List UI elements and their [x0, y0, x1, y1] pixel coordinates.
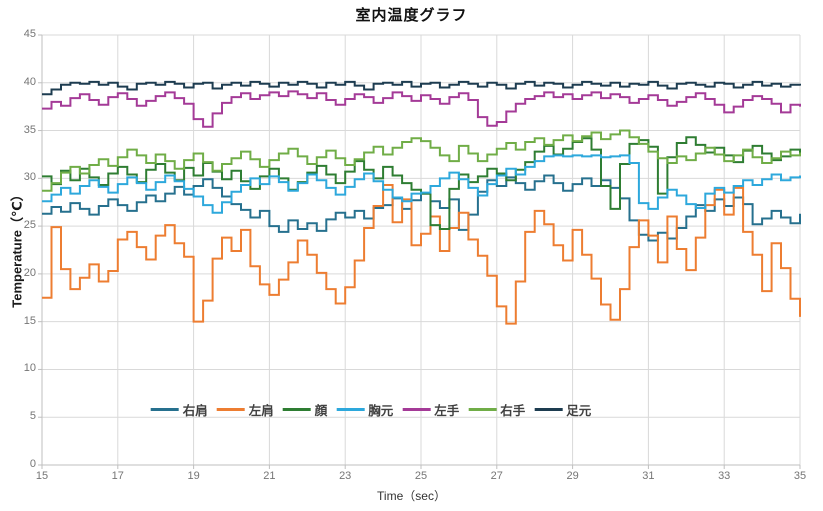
y-tick-label: 5	[29, 410, 36, 423]
y-tick-label: 45	[23, 28, 36, 40]
series-line-5	[42, 129, 801, 192]
y-tick-label: 30	[23, 171, 36, 184]
legend-swatch-icon	[336, 408, 365, 411]
x-tick-label: 21	[263, 470, 276, 482]
series-line-4	[42, 90, 801, 128]
legend-swatch-icon	[534, 408, 563, 411]
legend-item-2: 顔	[282, 400, 328, 419]
legend-label: 足元	[566, 404, 592, 418]
x-tick-label: 33	[718, 470, 731, 482]
y-tick-label: 40	[23, 75, 36, 88]
y-tick-label: 35	[23, 123, 36, 136]
y-tick-label: 10	[23, 362, 36, 375]
x-tick-label: 15	[35, 470, 49, 482]
x-tick-label: 31	[642, 470, 655, 482]
legend-label: 右肩	[182, 404, 208, 418]
legend-label: 左肩	[248, 404, 274, 418]
series-line-6	[42, 80, 801, 96]
legend-label: 胸元	[368, 404, 394, 418]
legend-item-0: 右肩	[150, 400, 208, 419]
legend-item-5: 右手	[468, 400, 525, 419]
legend-label: 右手	[500, 404, 526, 418]
x-tick-label: 23	[339, 470, 352, 482]
legend-swatch-icon	[468, 408, 497, 411]
legend-item-6: 足元	[534, 400, 591, 419]
legend: 右肩 左肩 顔 胸元 左手 右手 足元	[150, 400, 591, 419]
x-tick-label: 19	[187, 470, 200, 482]
legend-item-4: 左手	[402, 400, 459, 419]
x-tick-label: 29	[566, 470, 579, 482]
legend-label: 左手	[434, 404, 460, 418]
legend-item-3: 胸元	[336, 400, 393, 419]
y-tick-label: 20	[23, 266, 36, 279]
x-tick-label: 35	[793, 470, 807, 482]
x-tick-label: 17	[111, 470, 124, 482]
legend-item-1: 左肩	[216, 400, 274, 419]
y-tick-label: 15	[23, 314, 36, 327]
chart-title: 室内温度グラフ	[355, 7, 468, 24]
legend-swatch-icon	[216, 408, 245, 411]
legend-label: 顔	[314, 404, 328, 418]
y-tick-label: 25	[23, 219, 36, 232]
legend-swatch-icon	[282, 408, 311, 411]
y-tick-label: 0	[29, 458, 36, 470]
legend-swatch-icon	[402, 408, 431, 411]
series-line-1	[42, 184, 801, 325]
x-axis-title: Time（sec）	[377, 489, 446, 503]
x-tick-label: 27	[490, 470, 503, 482]
series-line-3	[42, 154, 801, 214]
x-tick-label: 25	[414, 470, 428, 482]
legend-swatch-icon	[150, 408, 179, 411]
y-axis-title: Temperature（℃）	[9, 188, 25, 308]
